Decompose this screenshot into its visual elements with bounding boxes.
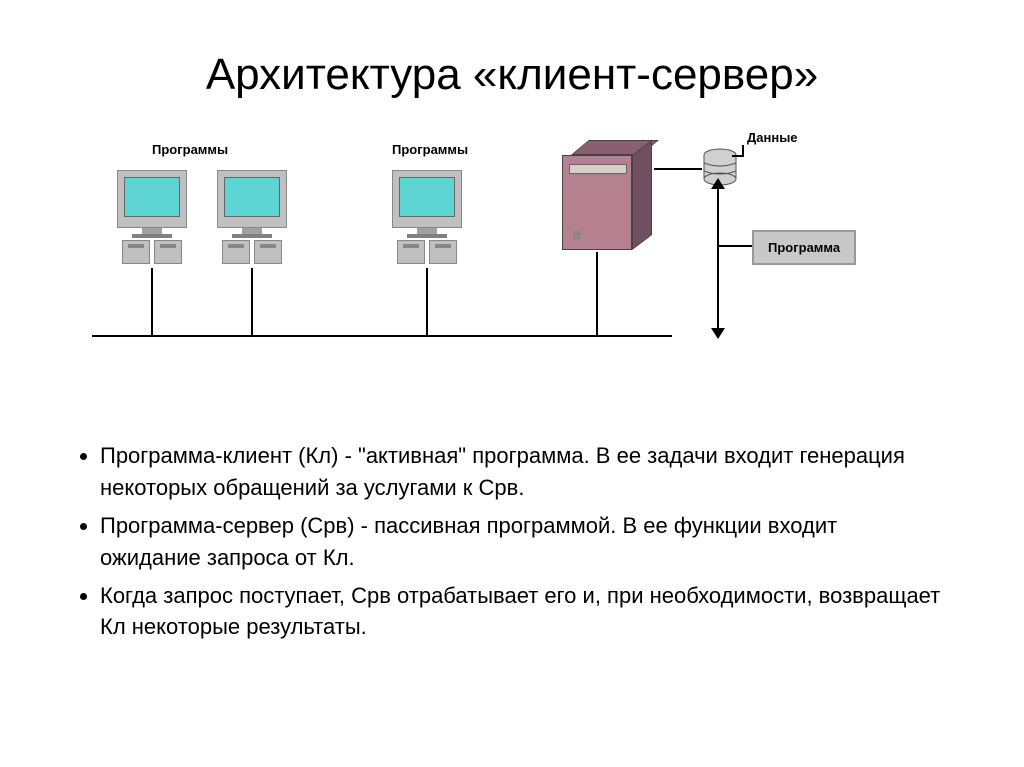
client-computer-3 [392, 170, 462, 264]
bullet-list: Программа-клиент (Кл) - "активная" прогр… [100, 440, 944, 643]
bullet-item: Программа-сервер (Срв) - пассивная прогр… [100, 510, 944, 574]
client-computer-2 [217, 170, 287, 264]
arrow-head-down-icon [711, 328, 725, 339]
monitor-icon [217, 170, 287, 228]
bullet-item: Когда запрос поступает, Срв отрабатывает… [100, 580, 944, 644]
drop-line [251, 268, 253, 335]
architecture-diagram: Программы Программы Данные [62, 130, 962, 390]
arrow-head-up-icon [711, 178, 725, 189]
slide-title: Архитектура «клиент-сервер» [0, 0, 1024, 100]
connector-line [742, 145, 744, 155]
server-db-connector [654, 168, 702, 170]
label-programs-left: Программы [152, 142, 228, 157]
server-tower-icon [562, 140, 652, 250]
arrow-branch [719, 245, 752, 247]
drop-line [596, 252, 598, 335]
network-bus-line [92, 335, 672, 337]
double-arrow-shaft [717, 185, 719, 330]
bullet-item: Программа-клиент (Кл) - "активная" прогр… [100, 440, 944, 504]
drop-line [426, 268, 428, 335]
client-computer-1 [117, 170, 187, 264]
label-programs-mid: Программы [392, 142, 468, 157]
program-box: Программа [752, 230, 856, 265]
monitor-icon [392, 170, 462, 228]
monitor-icon [117, 170, 187, 228]
drop-line [151, 268, 153, 335]
label-data: Данные [747, 130, 798, 145]
connector-line [732, 155, 744, 157]
